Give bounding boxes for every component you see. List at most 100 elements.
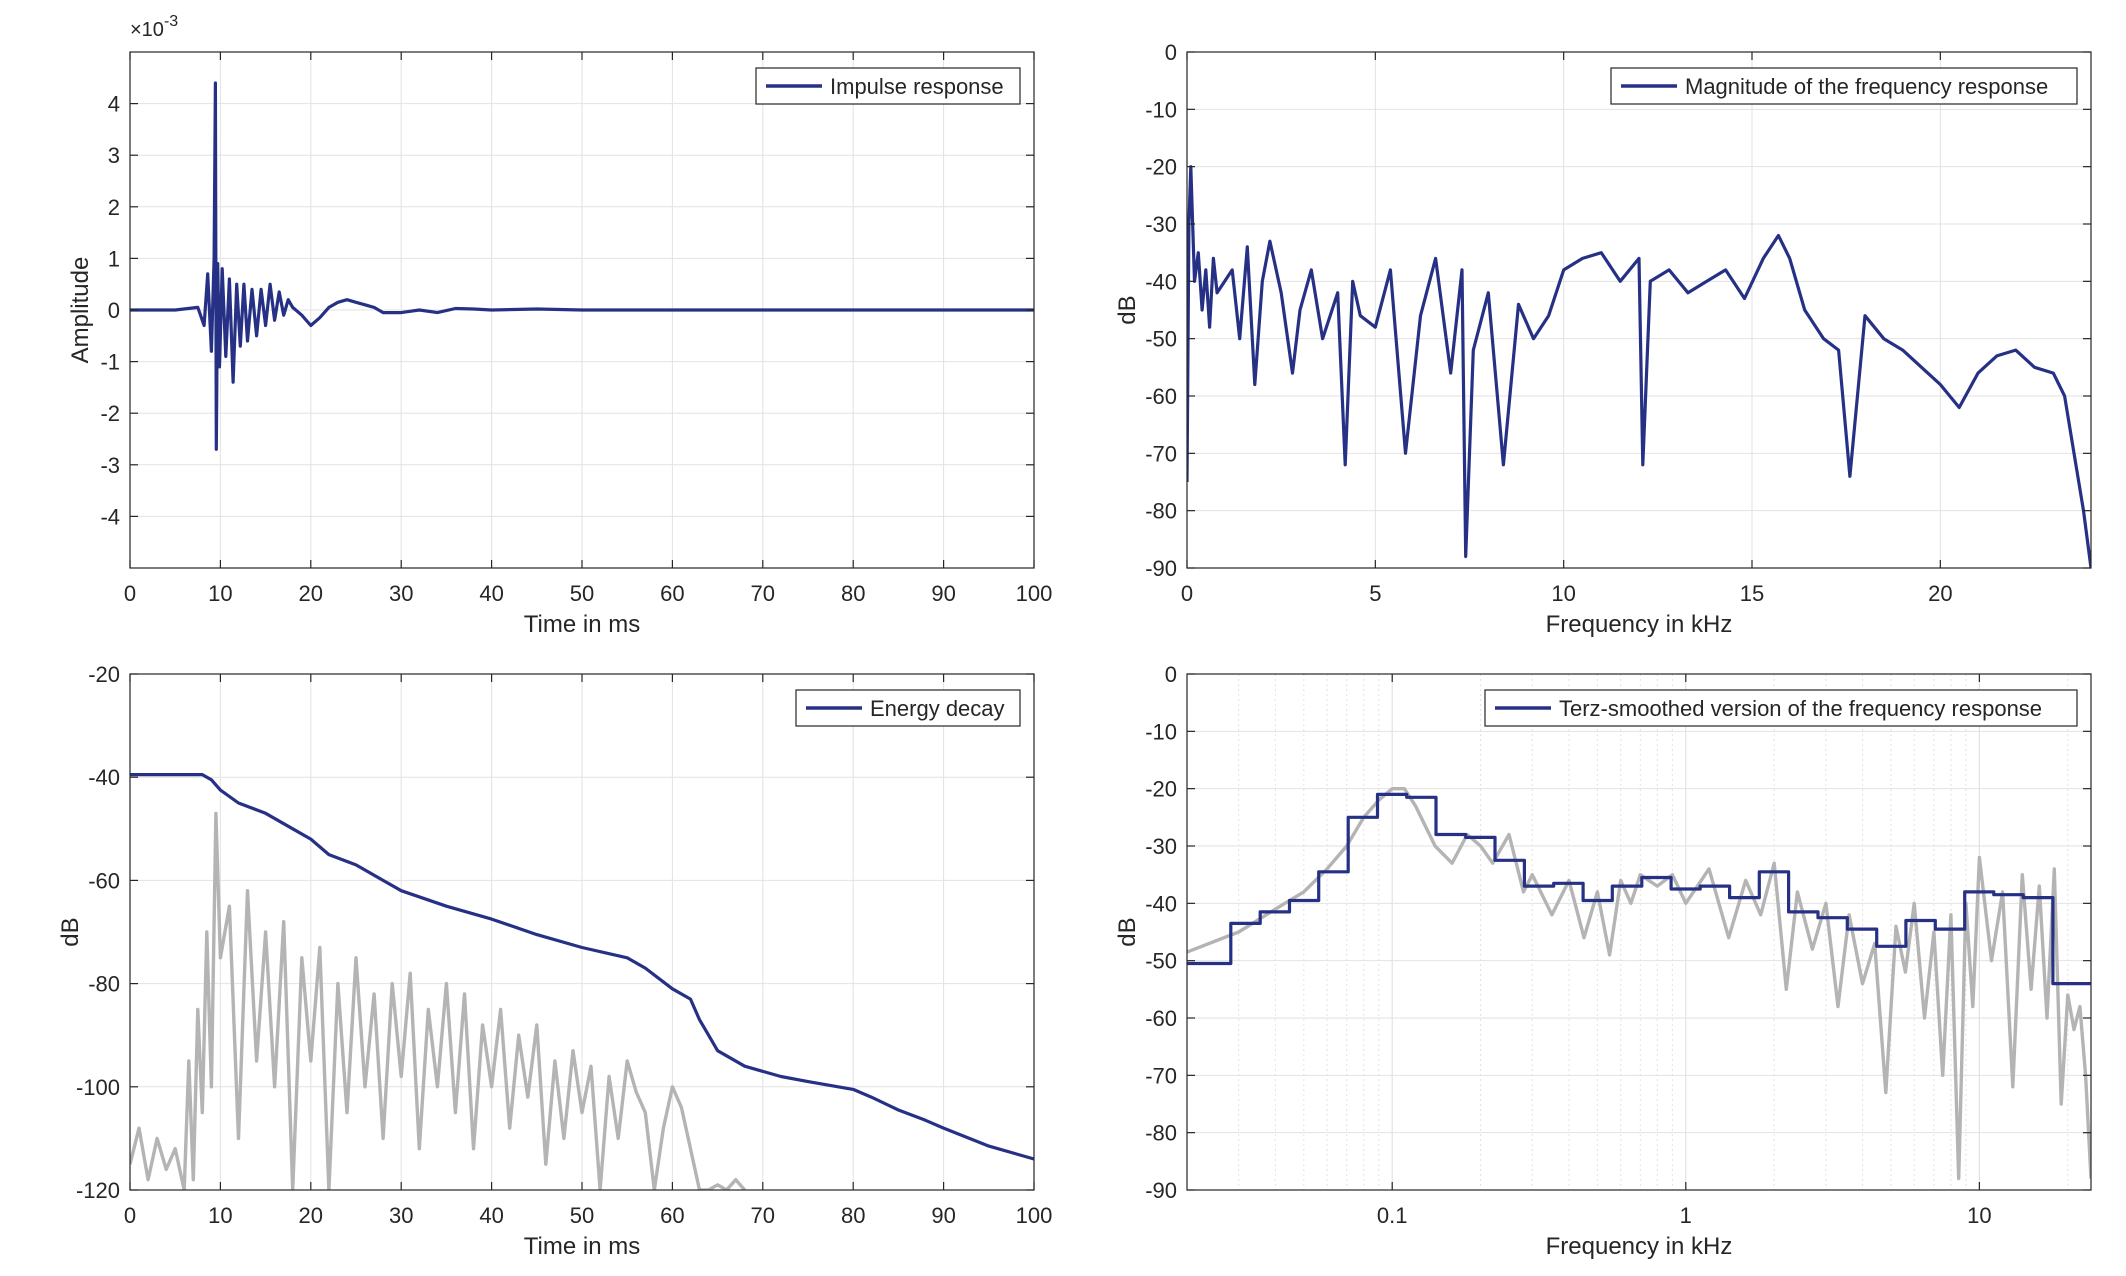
y-tick-label: -10 bbox=[1145, 719, 1177, 744]
y-tick-label: 0 bbox=[1165, 662, 1177, 687]
ticks: 0 10 20 30 40 50 60 70 80 90 100 -4 -3 -2 -1 0 1 2 3 4 bbox=[100, 52, 1052, 606]
series-line-raw bbox=[130, 811, 746, 1190]
series-line-1 bbox=[1187, 165, 2091, 568]
y-tick-label: -30 bbox=[1145, 834, 1177, 859]
y-axis-label: dB bbox=[1114, 917, 1141, 946]
x-tick-label: 10 bbox=[208, 1203, 232, 1228]
x-tick-label: 15 bbox=[1740, 581, 1764, 606]
x-axis-label: Time in ms bbox=[524, 611, 640, 638]
y-tick-label: -60 bbox=[1145, 1006, 1177, 1031]
x-tick-label: 0.1 bbox=[1377, 1203, 1408, 1228]
y-tick-label: 1 bbox=[108, 246, 120, 271]
y-tick-label: -80 bbox=[1145, 499, 1177, 524]
grid bbox=[1187, 673, 2091, 1191]
x-tick-label: 100 bbox=[1016, 1203, 1053, 1228]
y-tick-label: 3 bbox=[108, 143, 120, 168]
grid bbox=[1186, 51, 2091, 569]
y-tick-label: -50 bbox=[1145, 949, 1177, 974]
y-tick-label: -10 bbox=[1145, 97, 1177, 122]
y-tick-label: -90 bbox=[1145, 1178, 1177, 1203]
y-tick-label: -70 bbox=[1145, 1063, 1177, 1088]
x-tick-label: 70 bbox=[751, 1203, 775, 1228]
x-tick-label: 30 bbox=[389, 1203, 413, 1228]
y-tick-label: -70 bbox=[1145, 441, 1177, 466]
x-tick-label: 20 bbox=[299, 1203, 323, 1228]
ticks: 0 10 20 30 40 50 60 70 80 90 100 -20 -40 -60 -80 -100 -1… bbox=[76, 662, 1052, 1228]
series-line-1 bbox=[1187, 792, 2091, 986]
y-tick-label: -100 bbox=[76, 1075, 120, 1100]
x-tick-label: 0 bbox=[124, 581, 136, 606]
x-tick-label: 0 bbox=[124, 1203, 136, 1228]
legend: Energy decay bbox=[795, 689, 1021, 727]
legend: Terz-smoothed version of the frequency r… bbox=[1484, 689, 2078, 727]
y-tick-label: -2 bbox=[100, 401, 120, 426]
x-tick-label: 70 bbox=[751, 581, 775, 606]
legend-box bbox=[1484, 689, 2078, 727]
x-tick-label: 10 bbox=[208, 581, 232, 606]
y-tick-label: -60 bbox=[88, 868, 120, 893]
x-tick-label: 50 bbox=[570, 581, 594, 606]
y-tick-label: 2 bbox=[108, 195, 120, 220]
x-tick-label: 90 bbox=[931, 1203, 955, 1228]
y-axis-label: Amplitude bbox=[67, 257, 94, 364]
x-tick-label: 60 bbox=[660, 581, 684, 606]
y-tick-label: -3 bbox=[100, 453, 120, 478]
legend-box bbox=[1610, 67, 2078, 105]
y-tick-label: -4 bbox=[100, 504, 120, 529]
x-tick-label: 20 bbox=[1928, 581, 1952, 606]
legend: Impulse response bbox=[755, 67, 1021, 105]
x-tick-label: 60 bbox=[660, 1203, 684, 1228]
x-tick-label: 30 bbox=[389, 581, 413, 606]
y-tick-label: -80 bbox=[1145, 1121, 1177, 1146]
y-tick-label: -30 bbox=[1145, 212, 1177, 237]
x-tick-label: 100 bbox=[1016, 581, 1053, 606]
chart-panel-1: 0 10 20 30 40 50 60 70 80 90 100 -4 -3 -2 -1 0 1 2 3 4 ×10-3… bbox=[67, 13, 1052, 638]
x-tick-label: 80 bbox=[841, 581, 865, 606]
axes-box bbox=[1186, 51, 2092, 569]
series-line-raw bbox=[1187, 787, 2091, 1181]
x-axis-label: Frequency in kHz bbox=[1546, 611, 1733, 638]
ticks: 0 5 10 15 20 0 -10 -20 -30 -40 -50 -60 -70 -80 -90 bbox=[1145, 40, 2091, 606]
y-tick-label: -20 bbox=[1145, 155, 1177, 180]
x-tick-label: 40 bbox=[479, 1203, 503, 1228]
y-tick-label: -20 bbox=[88, 662, 120, 687]
legend-entry: Terz-smoothed version of the frequency r… bbox=[1559, 696, 2042, 721]
x-tick-label: 90 bbox=[931, 581, 955, 606]
x-axis-label: Time in ms bbox=[524, 1233, 640, 1260]
legend-entry: Energy decay bbox=[870, 696, 1005, 721]
x-tick-label: 40 bbox=[479, 581, 503, 606]
y-tick-label: -60 bbox=[1145, 384, 1177, 409]
y-tick-label: -40 bbox=[1145, 269, 1177, 294]
y-tick-label: 0 bbox=[1165, 40, 1177, 65]
axes-box bbox=[1186, 673, 2092, 1191]
chart-panel-4: 0.1 1 10 0 -10 -20 -30 -40 -50 -60 -70 -80 -90 Freque… bbox=[1114, 662, 2092, 1260]
y-tick-label: -90 bbox=[1145, 556, 1177, 581]
x-tick-label: 5 bbox=[1369, 581, 1381, 606]
x-tick-label: 20 bbox=[299, 581, 323, 606]
y-axis-label: dB bbox=[57, 917, 84, 946]
y-tick-label: -40 bbox=[1145, 891, 1177, 916]
y-tick-label: 4 bbox=[108, 92, 120, 117]
chart-panel-2: 0 5 10 15 20 0 -10 -20 -30 -40 -50 -60 -70 -80 -90 Freq… bbox=[1114, 40, 2092, 638]
legend-entry: Magnitude of the frequency response bbox=[1685, 74, 2048, 99]
x-tick-label: 10 bbox=[1551, 581, 1575, 606]
series-line-1 bbox=[130, 81, 1034, 451]
legend-entry: Impulse response bbox=[830, 74, 1004, 99]
y-tick-label: -120 bbox=[76, 1178, 120, 1203]
exponent-label: ×10-3 bbox=[130, 13, 178, 41]
y-tick-label: 0 bbox=[108, 298, 120, 323]
x-tick-label: 50 bbox=[570, 1203, 594, 1228]
legend: Magnitude of the frequency response bbox=[1610, 67, 2078, 105]
ticks: 0.1 1 10 0 -10 -20 -30 -40 -50 -60 -70 -80 -90 bbox=[1145, 662, 2091, 1228]
series-line-1 bbox=[130, 772, 1034, 1161]
y-tick-label: -80 bbox=[88, 972, 120, 997]
x-tick-label: 80 bbox=[841, 1203, 865, 1228]
x-tick-label: 10 bbox=[1967, 1203, 1991, 1228]
y-tick-label: -50 bbox=[1145, 327, 1177, 352]
y-tick-label: -20 bbox=[1145, 777, 1177, 802]
y-axis-label: dB bbox=[1114, 295, 1141, 324]
x-tick-label: 1 bbox=[1680, 1203, 1692, 1228]
y-tick-label: -1 bbox=[100, 350, 120, 375]
